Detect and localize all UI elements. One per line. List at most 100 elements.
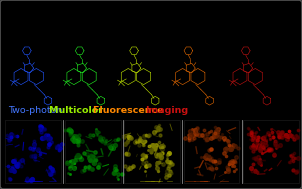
Point [146, 134, 151, 137]
Point [141, 140, 146, 143]
Point [228, 147, 233, 150]
Point [102, 142, 107, 145]
Point [226, 162, 231, 165]
Point [226, 143, 231, 146]
Point [277, 136, 282, 139]
Point [47, 173, 52, 176]
Point [279, 135, 284, 138]
Point [226, 170, 230, 173]
Point [8, 168, 13, 171]
Point [89, 157, 94, 160]
Point [284, 138, 289, 141]
Point [223, 146, 228, 149]
Point [289, 136, 294, 139]
Point [227, 148, 232, 151]
Point [207, 149, 212, 152]
Bar [5, 120, 61, 183]
Point [65, 160, 69, 163]
Point [256, 160, 261, 163]
Point [130, 165, 135, 168]
Point [193, 130, 198, 133]
Point [112, 165, 117, 168]
Point [143, 154, 147, 157]
Point [94, 131, 99, 134]
Point [67, 165, 72, 168]
Point [146, 163, 151, 166]
Point [153, 163, 158, 166]
Point [154, 160, 159, 163]
Point [248, 146, 253, 149]
Point [202, 137, 207, 140]
Point [114, 168, 119, 171]
Point [11, 166, 15, 169]
Point [33, 155, 38, 158]
Point [261, 136, 265, 139]
Point [67, 165, 72, 168]
Point [45, 137, 50, 140]
Point [141, 161, 146, 164]
Point [159, 155, 164, 158]
Point [278, 143, 282, 146]
Point [217, 159, 222, 162]
Point [205, 138, 210, 141]
Point [249, 167, 254, 170]
Point [187, 137, 192, 140]
Point [89, 157, 94, 160]
Point [137, 138, 142, 141]
Point [156, 141, 161, 144]
Point [164, 170, 169, 173]
Point [32, 143, 37, 146]
Point [167, 152, 172, 155]
Point [127, 136, 132, 139]
Point [212, 131, 217, 134]
Point [52, 172, 57, 175]
Point [187, 135, 192, 138]
Point [264, 138, 268, 141]
Point [234, 156, 239, 159]
Point [294, 133, 298, 136]
Point [14, 164, 19, 167]
Point [138, 136, 143, 139]
Point [47, 143, 51, 146]
Point [71, 167, 76, 170]
Point [266, 133, 271, 136]
Point [76, 140, 81, 143]
Point [221, 139, 226, 142]
Point [254, 130, 259, 133]
Point [141, 140, 146, 143]
Point [6, 136, 11, 139]
Point [259, 148, 264, 151]
Point [49, 141, 54, 144]
Point [38, 153, 43, 156]
Point [214, 130, 219, 133]
Point [168, 171, 173, 174]
Point [57, 149, 62, 152]
Point [151, 143, 156, 146]
Point [224, 138, 229, 141]
Point [115, 177, 120, 180]
Point [86, 154, 91, 157]
Point [255, 145, 260, 148]
Point [73, 137, 78, 140]
Point [76, 137, 81, 140]
Point [290, 134, 295, 137]
Point [191, 136, 196, 139]
Point [168, 170, 172, 173]
Point [128, 167, 133, 170]
Point [160, 146, 165, 149]
Point [148, 151, 153, 154]
Point [216, 127, 220, 130]
Point [77, 134, 82, 137]
Point [293, 171, 298, 174]
Point [148, 149, 153, 152]
Point [165, 161, 170, 164]
Point [258, 157, 263, 160]
Point [268, 148, 273, 151]
Point [294, 170, 299, 173]
Point [293, 157, 297, 160]
Point [144, 133, 149, 136]
Point [259, 151, 264, 154]
Point [107, 145, 112, 148]
Point [198, 156, 203, 159]
Point [67, 132, 72, 135]
